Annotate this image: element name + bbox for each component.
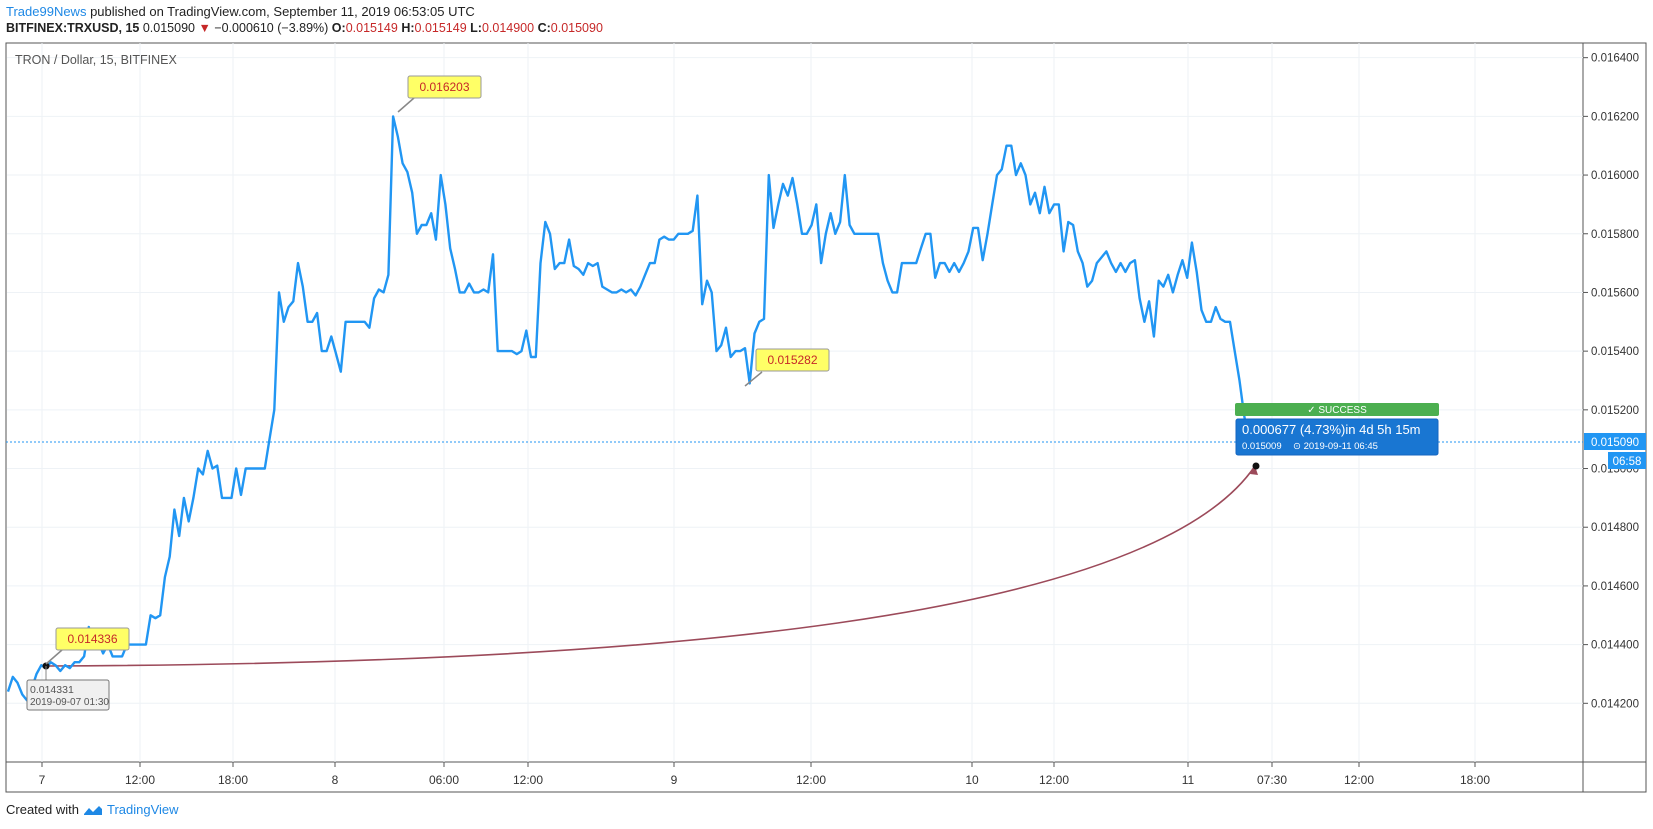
annotation-low-pointer xyxy=(744,371,763,387)
price-series-line xyxy=(6,115,1251,702)
annotation-start[interactable]: 0.014336 xyxy=(45,627,130,665)
footer-created-text: Created with xyxy=(6,802,79,817)
y-tick-label: 0.016200 xyxy=(1591,111,1639,123)
y-tick-label: 0.015400 xyxy=(1591,346,1639,358)
annotation-low-box xyxy=(755,348,830,372)
close-value: 0.015090 xyxy=(550,21,603,35)
x-tick-label: 8 xyxy=(332,773,339,787)
last-time-badge-text: 06:58 xyxy=(1613,456,1642,468)
price-change: −0.000610 (−3.89%) xyxy=(214,21,329,35)
measure-start-box: 0.014331 2019-09-07 01:30 xyxy=(26,666,110,711)
low-value: 0.014900 xyxy=(481,21,535,35)
annotation-start-pointer xyxy=(45,649,63,665)
result-time-text: ⊙ 2019-09-11 06:45 xyxy=(1293,441,1378,452)
x-tick-label: 12:00 xyxy=(125,773,155,787)
x-tick-label: 12:00 xyxy=(796,773,826,787)
measure-start-time: 2019-09-07 01:30 xyxy=(30,697,109,708)
grid xyxy=(7,43,1583,762)
x-tick-label: 07:30 xyxy=(1257,773,1287,787)
y-tick-label: 0.015800 xyxy=(1591,229,1639,241)
annotation-high-text: 0.016203 xyxy=(419,80,469,94)
annotation-high-box xyxy=(407,75,482,99)
x-tick-label: 10 xyxy=(965,773,979,787)
last-time-badge xyxy=(1608,452,1646,469)
y-tick-label: 0.014200 xyxy=(1591,698,1639,710)
last-price-badge xyxy=(1584,433,1646,450)
y-tick-label: 0.014400 xyxy=(1591,640,1639,652)
time-axis[interactable]: 7 12:00 18:00 8 06:00 12:00 9 12:00 10 12:00 11 07:… xyxy=(39,762,1491,787)
measure-arc xyxy=(45,465,1256,667)
footer-tradingview-link[interactable]: TradingView xyxy=(106,802,179,817)
high-value: 0.015149 xyxy=(414,21,467,35)
result-price-text: 0.015009 xyxy=(1242,441,1282,452)
measure-start-price: 0.014331 xyxy=(30,684,74,696)
x-tick-label: 12:00 xyxy=(513,773,543,787)
measure-arrowhead xyxy=(1250,466,1258,475)
footer: Created with TradingView xyxy=(6,802,179,817)
x-tick-label: 12:00 xyxy=(1039,773,1069,787)
open-label: O: xyxy=(331,21,346,35)
annotation-start-text: 0.014336 xyxy=(67,632,117,646)
y-tick-label: 0.016000 xyxy=(1591,170,1639,182)
publish-text: published on TradingView.com, September … xyxy=(90,4,475,19)
publish-info: Trade99News published on TradingView.com… xyxy=(6,4,475,19)
last-price: 0.015090 xyxy=(142,21,195,35)
y-tick-label: 0.014800 xyxy=(1591,522,1639,534)
x-tick-label: 9 xyxy=(671,773,678,787)
success-text: ✓ SUCCESS xyxy=(1307,405,1367,416)
y-tick-label: 0.016400 xyxy=(1591,53,1639,65)
author-link[interactable]: Trade99News xyxy=(6,4,87,19)
y-tick-label: 0.015200 xyxy=(1591,405,1639,417)
low-label: L: xyxy=(470,21,482,35)
chart-title: TRON / Dollar, 15, BITFINEX xyxy=(15,53,178,67)
open-value: 0.015149 xyxy=(345,21,398,35)
x-tick-label: 11 xyxy=(1182,773,1195,787)
annotation-high-pointer xyxy=(397,97,415,113)
result-main-text: 0.000677 (4.73%)in 4d 5h 15m xyxy=(1242,422,1421,437)
annotation-start-box xyxy=(55,627,130,651)
measure-result[interactable]: ✓ SUCCESS 0.000677 (4.73%)in 4d 5h 15m 0… xyxy=(1235,403,1439,456)
measure-end-point[interactable] xyxy=(1252,462,1260,470)
annotation-low[interactable]: 0.015282 xyxy=(744,348,830,387)
symbol-info: BITFINEX:TRXUSD, 15 0.015090 ▼ −0.000610… xyxy=(6,21,603,35)
measure-start-rect xyxy=(26,679,110,711)
annotation-high[interactable]: 0.016203 xyxy=(397,75,482,113)
price-axis[interactable]: 0.016400 0.016200 0.016000 0.015800 0.015600… xyxy=(1583,53,1639,711)
y-tick-label: 0.015600 xyxy=(1591,287,1639,299)
x-tick-label: 18:00 xyxy=(218,773,248,787)
annotation-low-text: 0.015282 xyxy=(767,353,817,367)
symbol-name: BITFINEX:TRXUSD, 15 xyxy=(6,21,140,35)
down-arrow-icon: ▼ xyxy=(198,21,211,35)
close-label: C: xyxy=(537,21,551,35)
x-tick-label: 18:00 xyxy=(1460,773,1490,787)
chart-frame xyxy=(5,42,1647,793)
x-tick-label: 7 xyxy=(39,773,46,787)
x-tick-label: 06:00 xyxy=(429,773,459,787)
x-tick-label: 12:00 xyxy=(1344,773,1374,787)
high-label: H: xyxy=(401,21,415,35)
result-box xyxy=(1235,418,1439,456)
last-price-badge-text: 0.015090 xyxy=(1591,437,1639,449)
y-tick-label: 0.014600 xyxy=(1591,581,1639,593)
tradingview-logo-icon xyxy=(83,805,102,815)
success-badge xyxy=(1235,403,1439,416)
